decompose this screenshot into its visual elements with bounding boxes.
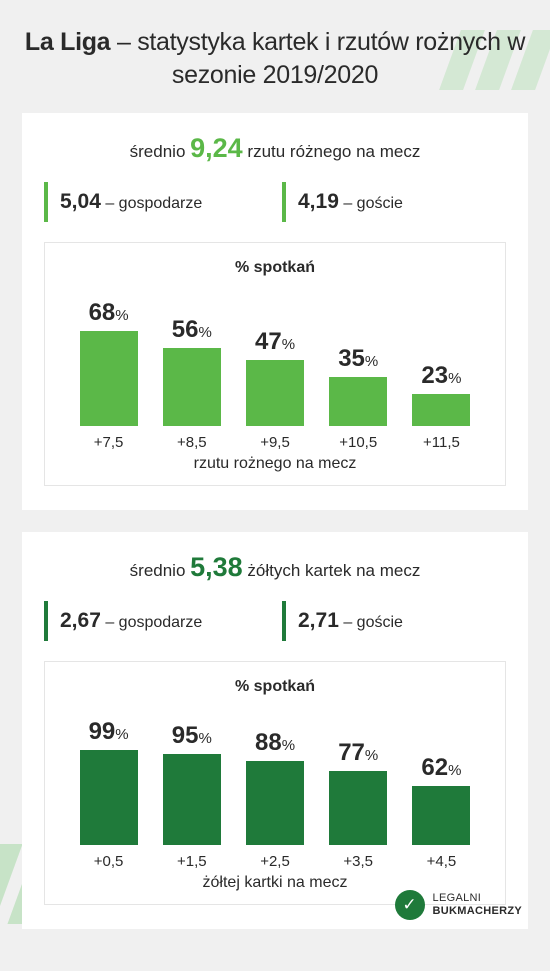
corners-x-axis-title: rzutu rożnego na mecz xyxy=(63,455,487,473)
bar-col: 77% xyxy=(317,739,400,845)
x-tick-label: +4,5 xyxy=(400,853,483,870)
cards-avg-line: średnio 5,38 żółtych kartek na mecz xyxy=(44,552,506,583)
page-title: La Liga – statystyka kartek i rzutów roż… xyxy=(22,26,528,91)
footer-logo: ✓ LEGALNI BUKMACHERZY xyxy=(395,890,522,920)
corners-chart: % spotkań 68%56%47%35%23% +7,5+8,5+9,5+1… xyxy=(44,242,506,486)
corners-card: średnio 9,24 rzutu różnego na mecz 5,04 … xyxy=(22,113,528,510)
cards-card: średnio 5,38 żółtych kartek na mecz 2,67… xyxy=(22,532,528,929)
bar xyxy=(329,377,387,426)
x-tick-label: +3,5 xyxy=(317,853,400,870)
bar-value-label: 99% xyxy=(89,718,129,746)
cards-chart-title: % spotkań xyxy=(63,678,487,696)
bar-col: 88% xyxy=(233,729,316,845)
bar-value-label: 23% xyxy=(421,362,461,390)
bar-value-label: 68% xyxy=(89,299,129,327)
bar xyxy=(163,348,221,426)
bar-col: 56% xyxy=(150,316,233,426)
bar xyxy=(412,786,470,845)
bar-value-label: 88% xyxy=(255,729,295,757)
x-tick-label: +1,5 xyxy=(150,853,233,870)
bar xyxy=(412,394,470,426)
bar-col: 47% xyxy=(233,328,316,426)
bar-col: 99% xyxy=(67,718,150,845)
check-icon: ✓ xyxy=(395,890,425,920)
bar-value-label: 35% xyxy=(338,345,378,373)
bar-col: 62% xyxy=(400,754,483,845)
bar-value-label: 56% xyxy=(172,316,212,344)
bar xyxy=(246,761,304,845)
bar xyxy=(80,331,138,426)
x-tick-label: +7,5 xyxy=(67,434,150,451)
x-tick-label: +10,5 xyxy=(317,434,400,451)
bar-value-label: 47% xyxy=(255,328,295,356)
bar-col: 35% xyxy=(317,345,400,426)
x-tick-label: +8,5 xyxy=(150,434,233,451)
corners-home-box: 5,04 – gospodarze xyxy=(44,182,268,222)
cards-home-box: 2,67 – gospodarze xyxy=(44,601,268,641)
x-tick-label: +11,5 xyxy=(400,434,483,451)
bar-col: 23% xyxy=(400,362,483,426)
bar-value-label: 62% xyxy=(421,754,461,782)
corners-chart-title: % spotkań xyxy=(63,259,487,277)
cards-away-box: 2,71 – goście xyxy=(282,601,506,641)
bar-value-label: 77% xyxy=(338,739,378,767)
bar xyxy=(246,360,304,426)
x-tick-label: +2,5 xyxy=(233,853,316,870)
bar xyxy=(80,750,138,845)
corners-away-box: 4,19 – goście xyxy=(282,182,506,222)
x-tick-label: +9,5 xyxy=(233,434,316,451)
cards-chart: % spotkań 99% 95% 88% 77% 62% +0,5+1,5+2,5+3… xyxy=(44,661,506,905)
bar-col: 95% xyxy=(150,722,233,845)
x-tick-label: +0,5 xyxy=(67,853,150,870)
bar-value-label: 95% xyxy=(172,722,212,750)
bar xyxy=(329,771,387,845)
corners-avg-line: średnio 9,24 rzutu różnego na mecz xyxy=(44,133,506,164)
footer-line2: BUKMACHERZY xyxy=(433,905,522,918)
bar-col: 68% xyxy=(67,299,150,426)
bar xyxy=(163,754,221,845)
footer-line1: LEGALNI xyxy=(433,892,522,905)
